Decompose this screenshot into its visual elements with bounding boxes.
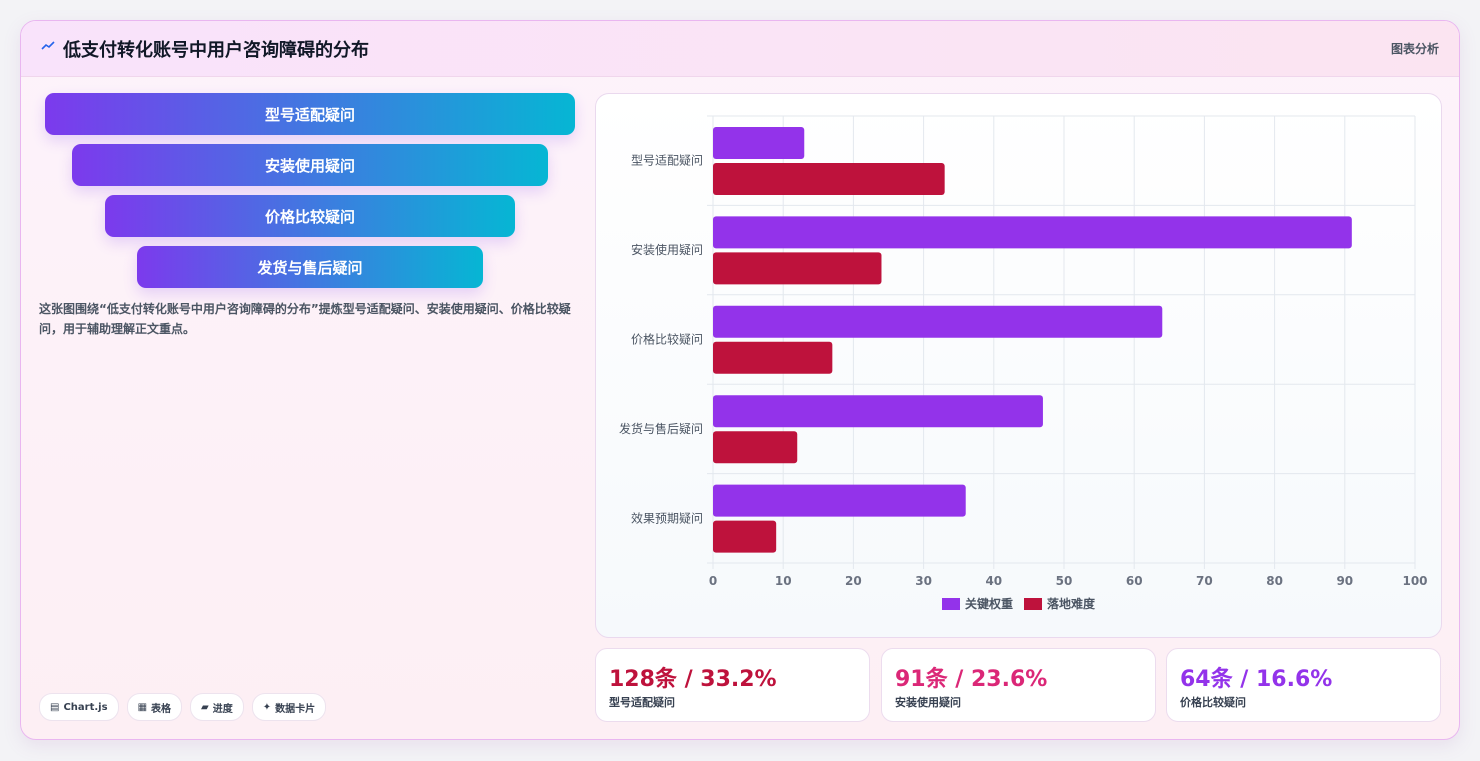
chart-panel: 0 10 20 30 40 50 60 70 80 90 100 型号适配疑问 安装使用疑问 价格比较疑问…: [595, 93, 1442, 638]
bar: [713, 127, 805, 159]
bar-chart: 0 10 20 30 40 50 60 70 80 90 100 型号适配疑问安装使用疑问价格比较疑问…: [619, 115, 1428, 611]
funnel-step-2: 安装使用疑问: [72, 144, 548, 186]
stat-card-1: 128条 / 33.2% 型号适配疑问: [595, 648, 870, 722]
sparkle-icon: ✦: [262, 701, 272, 713]
stat-card-2: 91条 / 23.6% 安装使用疑问: [881, 648, 1156, 722]
chip-list: ▤ Chart.js ▦ 表格 ▰ 进度 ✦ 数据卡片: [39, 693, 327, 721]
x-tick-label: 20: [845, 574, 862, 588]
chip-label: 进度: [212, 703, 233, 715]
chip-label: 表格: [151, 703, 172, 715]
trend-icon: [41, 41, 55, 50]
chart-card: 低支付转化账号中用户咨询障碍的分布 图表分析 型号适配疑问 安装使用疑问 价格比…: [20, 20, 1460, 740]
x-tick-label: 100: [1402, 574, 1427, 588]
x-tick-label: 90: [1336, 574, 1353, 588]
stat-label: 价格比较疑问: [1180, 696, 1246, 709]
card-header: 低支付转化账号中用户咨询障碍的分布 图表分析: [21, 21, 1459, 77]
x-tick-label: 0: [709, 574, 717, 588]
funnel-step-4: 发货与售后疑问: [137, 246, 483, 288]
bar: [713, 395, 1043, 428]
funnel-step-1: 型号适配疑问: [45, 93, 575, 135]
bar: [713, 252, 882, 285]
x-tick-label: 40: [985, 574, 1002, 588]
bar: [713, 216, 1352, 249]
header-tag[interactable]: 图表分析: [1390, 42, 1439, 56]
stat-label: 安装使用疑问: [895, 696, 961, 709]
chart-description: 这张图围绕“低支付转化账号中用户咨询障碍的分布”提炼型号适配疑问、安装使用疑问、…: [39, 302, 571, 336]
funnel-step-3: 价格比较疑问: [105, 195, 515, 237]
legend-swatch: [1024, 598, 1042, 610]
chip-label: 数据卡片: [275, 703, 316, 715]
y-tick-label: 发货与售后疑问: [619, 421, 703, 436]
legend-label: 关键权重: [965, 596, 1013, 611]
table-icon: ▦: [137, 701, 148, 713]
x-tick-label: 80: [1266, 574, 1283, 588]
stat-value: 64条 / 16.6%: [1180, 667, 1333, 692]
chip-progress[interactable]: ▰ 进度: [190, 693, 244, 721]
x-tick-label: 50: [1056, 574, 1073, 588]
chip-label: Chart.js: [63, 701, 108, 713]
x-tick-label: 10: [775, 574, 792, 588]
bar: [713, 341, 833, 374]
x-tick-label: 70: [1196, 574, 1213, 588]
chip-table[interactable]: ▦ 表格: [126, 693, 183, 721]
legend-label: 落地难度: [1047, 596, 1096, 611]
chart-icon: ▤: [50, 701, 60, 713]
page-title: 低支付转化账号中用户咨询障碍的分布: [63, 40, 369, 61]
bar: [713, 520, 777, 553]
y-tick-label: 型号适配疑问: [631, 153, 703, 168]
y-tick-label: 效果预期疑问: [631, 510, 703, 525]
stat-label: 型号适配疑问: [609, 696, 675, 709]
chip-chartjs[interactable]: ▤ Chart.js: [39, 693, 119, 721]
stat-card-3: 64条 / 16.6% 价格比较疑问: [1166, 648, 1441, 722]
bar: [713, 431, 798, 464]
y-tick-label: 价格比较疑问: [631, 332, 703, 347]
bar: [713, 163, 945, 195]
chip-data-card[interactable]: ✦ 数据卡片: [251, 693, 327, 721]
stat-value: 128条 / 33.2%: [609, 667, 777, 692]
progress-icon: ▰: [201, 701, 209, 713]
bar: [713, 484, 966, 517]
bar: [713, 305, 1163, 338]
legend-swatch: [942, 598, 960, 610]
x-tick-label: 60: [1126, 574, 1143, 588]
stat-value: 91条 / 23.6%: [895, 667, 1048, 692]
y-tick-label: 安装使用疑问: [631, 242, 703, 257]
x-tick-label: 30: [915, 574, 932, 588]
